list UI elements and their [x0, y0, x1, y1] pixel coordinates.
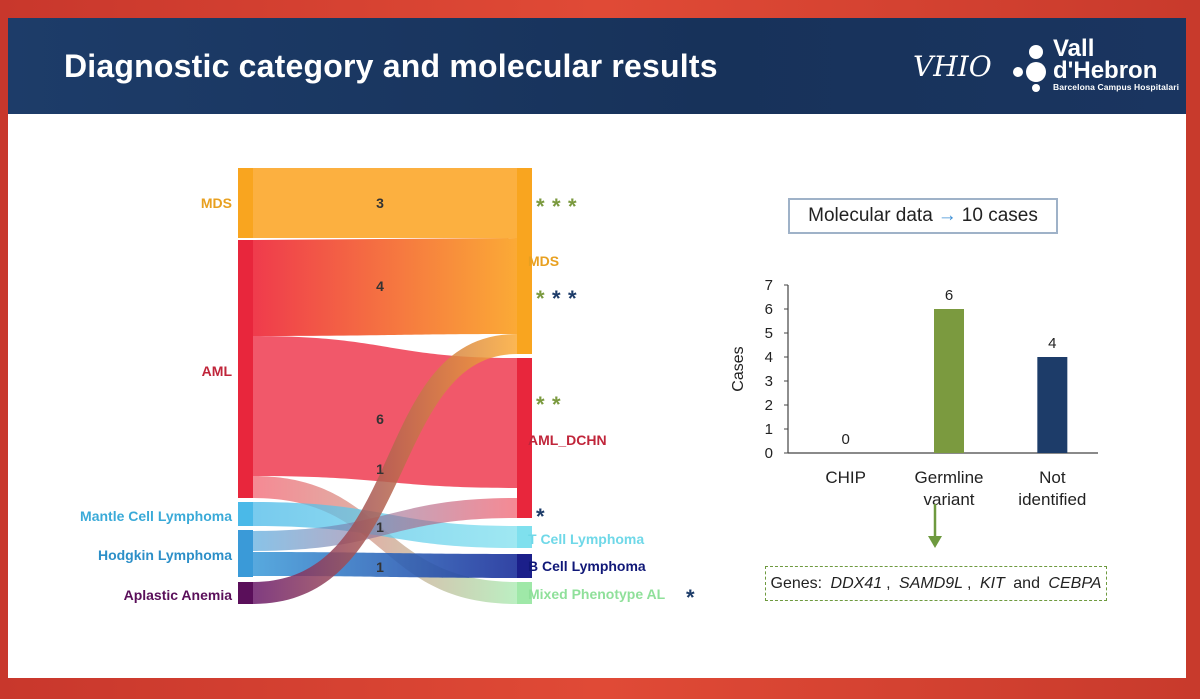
arrow-right-icon: → — [937, 205, 957, 226]
node-left-mds — [238, 168, 253, 238]
star: * — [536, 392, 545, 417]
label-left-aplastic: Aplastic Anemia — [124, 587, 233, 603]
node-left-hodgkin — [238, 530, 253, 577]
star: * — [552, 392, 561, 417]
label-right-mixed: Mixed Phenotype AL — [528, 586, 666, 602]
node-left-aplastic — [238, 582, 253, 604]
marker-mixed: * — [686, 585, 695, 610]
x-tick-label: variant — [923, 490, 974, 509]
genes-prefix: Genes: — [770, 574, 827, 592]
sankey-diagram: MDS AML Mantle Cell Lymphoma Hodgkin Lym… — [80, 168, 695, 610]
vhio-logo: VHIO — [913, 50, 992, 83]
y-tick-label: 3 — [765, 373, 773, 390]
gene-cebpa: CEBPA — [1048, 574, 1102, 592]
slide: Diagnostic category and molecular result… — [8, 18, 1186, 678]
gene-separator: , — [967, 574, 976, 592]
bar-value-label: 0 — [841, 431, 849, 448]
flow-aplastic-mds — [253, 334, 517, 604]
gene-separator: , — [886, 574, 896, 592]
node-left-mantle — [238, 502, 253, 526]
marker-mds-2: * * * — [536, 286, 577, 311]
node-right-bcell — [517, 554, 532, 578]
node-left-aml — [238, 240, 253, 498]
flow-hodgkin-amldchn — [253, 498, 517, 551]
flow-label: 1 — [376, 559, 384, 575]
page-title: Diagnostic category and molecular result… — [64, 48, 718, 84]
label-left-hodgkin: Hodgkin Lymphoma — [98, 547, 232, 563]
y-tick-label: 6 — [765, 301, 773, 318]
molecular-data-prefix: Molecular data — [808, 205, 933, 226]
vall-hebron-logo-mark — [1013, 45, 1046, 92]
label-left-mantle: Mantle Cell Lymphoma — [80, 508, 232, 524]
down-arrow-icon — [928, 504, 942, 548]
star: * — [536, 286, 545, 311]
bar-chart: 0 1 2 3 4 5 6 7 Cases 0 CHIP 6 Germline variant 4 Not id… — [730, 277, 1098, 509]
x-tick-label: Germline — [915, 468, 984, 487]
flow-mds-mds — [253, 168, 517, 238]
y-tick-label: 5 — [765, 325, 773, 342]
x-tick-label: Not — [1039, 468, 1066, 487]
node-right-tcell — [517, 526, 532, 548]
molecular-data-suffix: 10 cases — [961, 205, 1038, 226]
flow-label: 6 — [376, 411, 384, 427]
y-tick-label: 1 — [765, 421, 773, 438]
flow-aml-mds — [253, 238, 517, 336]
logo-subtitle: Barcelona Campus Hospitalari — [1053, 82, 1180, 92]
bar-value-label: 6 — [945, 287, 953, 304]
molecular-data-box: Molecular data → 10 cases — [788, 198, 1058, 234]
flow-label: 3 — [376, 195, 384, 211]
gene-samd9l: SAMD9L — [899, 574, 964, 592]
logo-line-2: d'Hebron — [1053, 57, 1158, 84]
flow-label: 1 — [376, 461, 384, 477]
bar — [934, 309, 964, 453]
marker-aml: * * — [536, 392, 561, 417]
node-right-mds — [517, 168, 532, 354]
label-right-tcell: T Cell Lymphoma — [528, 531, 644, 547]
y-tick-label: 0 — [765, 445, 773, 462]
y-axis-label: Cases — [730, 346, 747, 391]
star: * — [552, 194, 561, 219]
y-tick-label: 7 — [765, 277, 773, 294]
label-left-mds: MDS — [201, 195, 232, 211]
label-right-amldchn: AML_DCHN — [528, 432, 607, 448]
gene-ddx41: DDX41 — [830, 574, 883, 592]
bar — [1037, 357, 1068, 453]
node-right-mixed — [517, 582, 532, 604]
star: * — [536, 194, 545, 219]
bar-value-label: 4 — [1048, 335, 1056, 352]
flow-label: 1 — [376, 519, 384, 535]
y-tick-label: 4 — [765, 349, 773, 366]
flow-hodgkin-bcell — [253, 552, 517, 578]
label-right-mds: MDS — [528, 253, 559, 269]
x-tick-label: CHIP — [825, 468, 866, 487]
label-left-aml: AML — [202, 363, 233, 379]
y-tick-label: 2 — [765, 397, 773, 414]
flow-label: 4 — [376, 278, 384, 294]
star: * — [568, 194, 577, 219]
slide-header: Diagnostic category and molecular result… — [8, 18, 1186, 114]
bars-layer: 0 1 2 3 4 5 6 7 Cases 0 CHIP 6 Germline variant 4 Not id… — [730, 277, 1098, 509]
logo-line-1: Vall — [1053, 35, 1095, 62]
star: * — [568, 286, 577, 311]
x-tick-label: identified — [1018, 490, 1086, 509]
star: * — [552, 286, 561, 311]
vall-hebron-logo: Vall d'Hebron Barcelona Campus Hospitala… — [1053, 35, 1180, 93]
marker-tcell: * — [536, 504, 545, 529]
label-right-bcell: B Cell Lymphoma — [528, 558, 646, 574]
gene-kit: KIT — [979, 574, 1005, 592]
node-right-amldchn — [517, 358, 532, 518]
marker-mds-1: * * * — [536, 194, 577, 219]
gene-separator: and — [1008, 574, 1045, 592]
genes-box: Genes: DDX41, SAMD9L, KIT and CEBPA — [765, 566, 1107, 601]
